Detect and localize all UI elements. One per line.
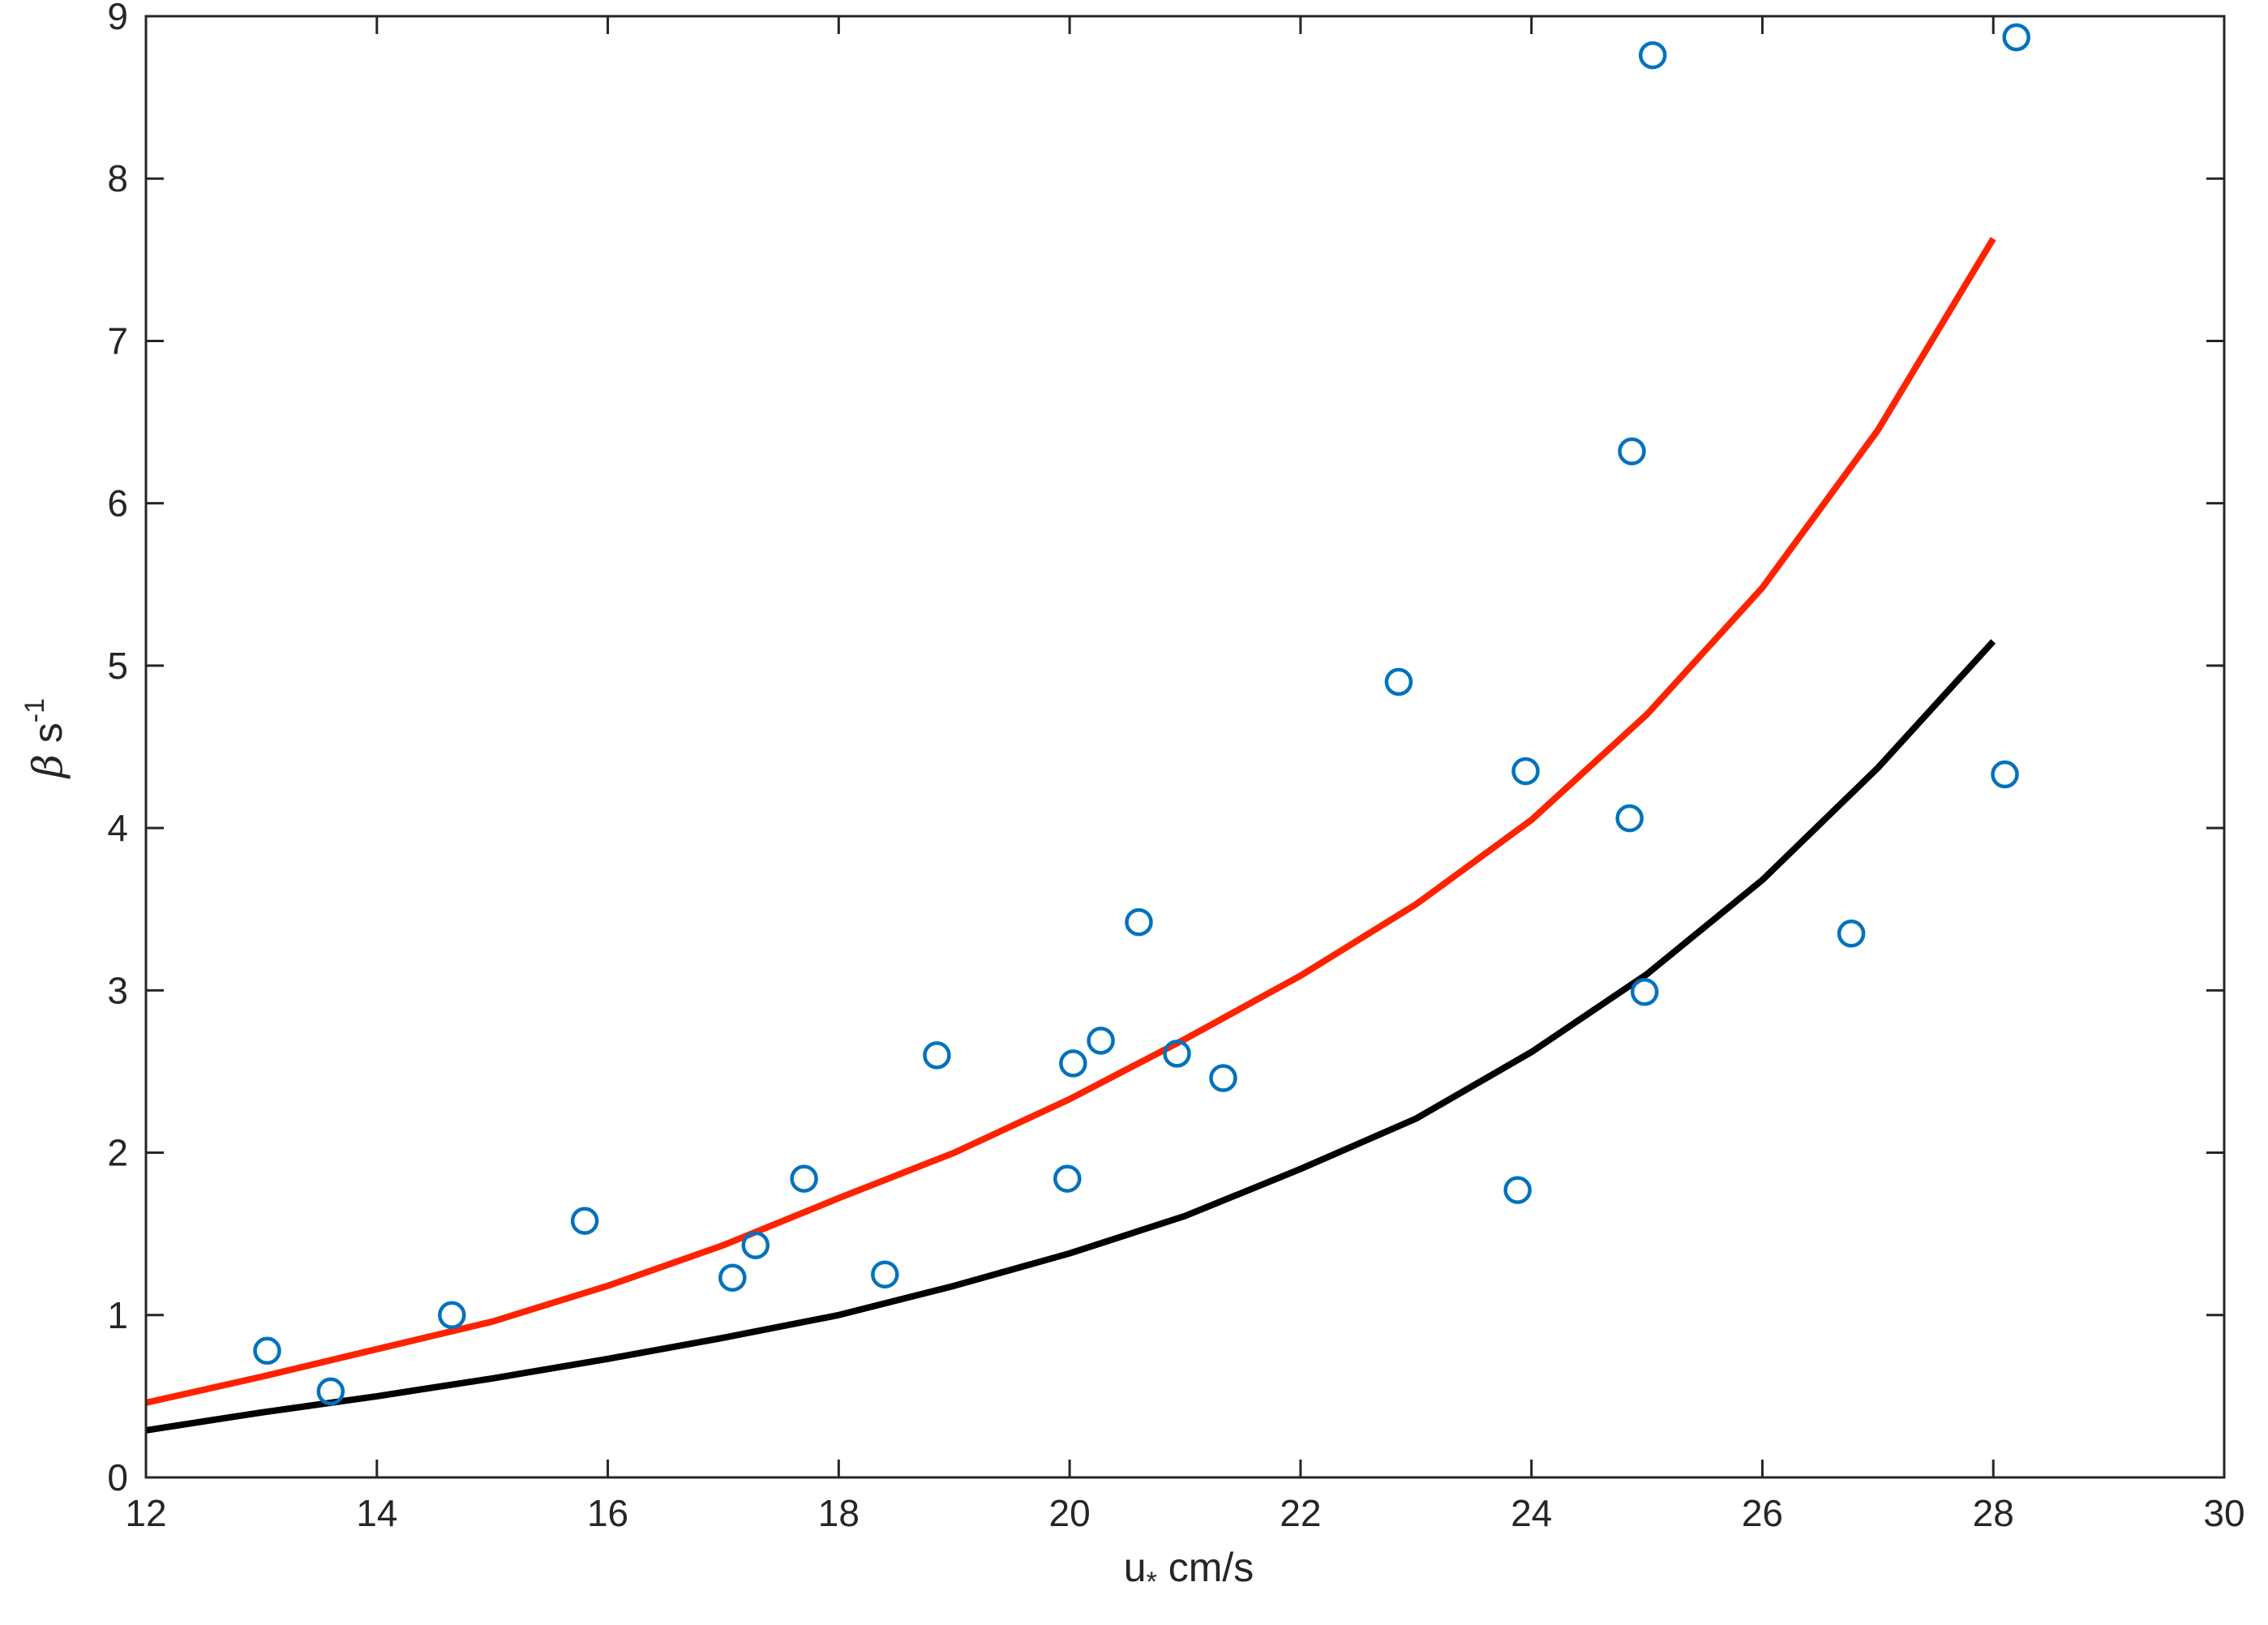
axes-layer <box>144 15 2226 1479</box>
x-tick-label: 22 <box>1280 1492 1321 1534</box>
axes-box <box>144 15 2226 1479</box>
plot-background <box>146 16 2224 1477</box>
plot-area <box>146 16 2224 1477</box>
y-tick-label: 1 <box>107 1294 128 1336</box>
y-axis-title-superscript: -1 <box>19 698 50 722</box>
x-axis-title: u* cm/s <box>1124 1545 1254 1597</box>
y-tick-label: 2 <box>107 1132 128 1174</box>
data-point <box>871 1260 899 1288</box>
data-point <box>1209 1064 1237 1092</box>
data-point <box>1991 760 2019 789</box>
data-point <box>253 1336 281 1366</box>
data-point <box>1087 1027 1115 1055</box>
y-tick-label: 4 <box>107 807 128 849</box>
x-axis-title-unit: cm/s <box>1157 1545 1254 1590</box>
x-tick-label: 28 <box>1973 1492 2014 1534</box>
y-tick-label: 9 <box>107 0 128 37</box>
data-point <box>1384 667 1413 697</box>
x-axis-title-subscript: * <box>1147 1567 1157 1597</box>
x-tick-label: 20 <box>1049 1492 1091 1534</box>
data-point <box>2002 23 2030 52</box>
y-tick-label: 7 <box>107 319 128 362</box>
data-point <box>438 1301 466 1330</box>
data-point <box>1837 920 1866 948</box>
data-point <box>790 1164 818 1193</box>
data-point <box>1163 1040 1191 1068</box>
data-point <box>1615 804 1644 833</box>
data-point <box>570 1207 599 1235</box>
data-point <box>923 1041 951 1070</box>
data-point <box>1618 437 1646 465</box>
data-point <box>741 1231 770 1259</box>
series-layer <box>145 237 1996 1434</box>
y-tick-label: 5 <box>107 645 128 687</box>
x-tick-label: 18 <box>818 1492 860 1534</box>
data-point <box>316 1377 345 1406</box>
data-point <box>1053 1164 1082 1193</box>
black-line-series <box>145 639 1996 1434</box>
y-axis-title-symbol: β <box>24 754 71 779</box>
data-point <box>1503 1176 1532 1204</box>
data-point <box>1125 907 1153 937</box>
y-tick-label: 6 <box>107 482 128 525</box>
x-tick-label: 14 <box>356 1492 397 1534</box>
data-point <box>1059 1049 1087 1078</box>
data-point <box>1638 41 1667 70</box>
x-tick-label: 30 <box>2203 1492 2244 1534</box>
x-tick-label: 26 <box>1742 1492 1783 1534</box>
x-axis-title-main: u <box>1124 1545 1147 1590</box>
y-axis-title: β s-1 <box>19 698 71 779</box>
data-point <box>1511 757 1540 786</box>
red-line-series <box>145 237 1996 1406</box>
y-axis-title-unit: s <box>25 722 71 754</box>
x-tick-label: 16 <box>587 1492 628 1534</box>
x-tick-label: 24 <box>1511 1492 1552 1534</box>
data-point <box>1630 978 1659 1006</box>
y-tick-label: 3 <box>107 969 128 1011</box>
points-layer <box>253 23 2030 1406</box>
y-tick-label: 0 <box>107 1456 128 1499</box>
y-tick-label: 8 <box>107 157 128 199</box>
x-tick-label: 12 <box>125 1492 166 1534</box>
data-point <box>718 1263 747 1292</box>
